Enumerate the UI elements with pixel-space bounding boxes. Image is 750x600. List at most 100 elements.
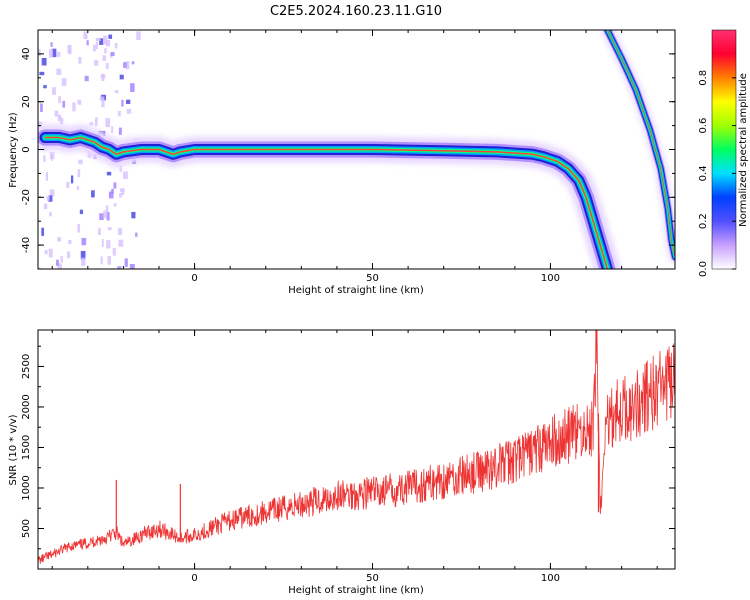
spectrogram-speckle	[98, 228, 101, 236]
spectrogram-speckle	[66, 181, 70, 189]
spectrogram-speckle	[48, 248, 53, 258]
spectrogram-speckle	[77, 224, 81, 233]
spectrogram-speckle	[118, 127, 122, 135]
spectrogram-speckle	[49, 189, 55, 197]
spectrogram-ylabel: Frequency (Hz)	[8, 112, 19, 188]
spectrogram-speckle	[135, 232, 138, 237]
spectrogram-speckle	[61, 78, 67, 86]
spectrogram-ytick-label: 20	[21, 95, 32, 108]
spectrogram-speckle	[103, 35, 108, 45]
spectrogram-speckle	[117, 110, 121, 117]
spectrogram-speckle	[39, 71, 45, 76]
spectrogram-speckle	[43, 155, 46, 163]
spectrogram-speckle	[91, 190, 95, 198]
colorbar-tick-label: 0.8	[698, 70, 709, 86]
spectrogram-speckle	[50, 154, 53, 161]
spectrogram-speckle	[56, 68, 62, 75]
spectrogram-ytick-label: -40	[21, 237, 32, 253]
snr-axes: 0 50 100 500 1000 1500 2000 2500	[21, 330, 675, 584]
spectrogram-speckle	[59, 117, 64, 125]
spectrogram-plot-area	[38, 30, 675, 269]
spectrogram-speckle	[57, 237, 62, 242]
spectrogram-trace-main-layer	[44, 136, 609, 269]
spectrogram-speckle	[94, 60, 99, 66]
spectrogram-speckle	[119, 74, 124, 80]
spectrogram-speckle	[41, 57, 47, 66]
spectrogram-speckle	[131, 61, 135, 65]
spectrogram-speckle	[106, 212, 110, 221]
snr-ytick-label: 2500	[21, 354, 32, 379]
spectrogram-speckle	[111, 126, 114, 133]
spectrogram-speckle	[77, 169, 81, 178]
spectrogram-speckle	[45, 171, 48, 181]
spectrogram-speckle	[76, 185, 80, 190]
snr-xtick-label: 100	[541, 573, 560, 584]
snr-background	[38, 330, 675, 569]
colorbar-tick-label: 0.6	[698, 118, 709, 134]
snr-xtick-label: 0	[191, 573, 197, 584]
spectrogram-speckle	[95, 117, 98, 122]
spectrogram-speckle	[40, 103, 43, 113]
spectrogram-speckle	[57, 114, 62, 122]
spectrogram-speckle	[38, 121, 43, 128]
spectrogram-speckle	[113, 203, 117, 207]
spectrogram-speckle	[131, 211, 136, 219]
spectrogram-speckle	[110, 52, 115, 56]
spectrogram-speckle	[101, 239, 104, 248]
figure-title: C2E5.2024.160.23.11.G10	[270, 4, 442, 19]
spectrogram-xtick-label: 100	[541, 273, 560, 284]
spectrogram-speckle	[105, 205, 109, 212]
spectrogram-speckle	[57, 51, 61, 57]
spectrogram-speckle	[99, 213, 104, 221]
spectrogram-xlabel: Height of straight line (km)	[288, 285, 424, 296]
snr-plot-area	[38, 330, 675, 566]
colorbar: 0.0 0.2 0.4 0.6 0.8 Normalized spectral ampl…	[698, 29, 749, 277]
spectrogram-speckle	[99, 38, 104, 45]
spectrogram-speckle	[57, 263, 62, 269]
spectrogram-speckle	[43, 85, 47, 89]
spectrogram-speckle	[51, 48, 57, 58]
spectrogram-speckle	[49, 211, 52, 217]
spectrogram-speckle	[112, 247, 116, 256]
spectrogram-speckle	[81, 237, 87, 246]
spectrogram-speckle	[114, 42, 118, 49]
colorbar-ticks: 0.0 0.2 0.4 0.6 0.8	[698, 29, 737, 277]
spectrogram-speckle	[123, 62, 127, 68]
snr-xlabel: Height of straight line (km)	[288, 585, 424, 596]
spectrogram-speckle	[66, 251, 71, 259]
spectrogram-ytick-label: -20	[21, 189, 32, 205]
spectrogram-speckle	[95, 37, 101, 42]
spectrogram-speckle	[121, 99, 124, 107]
spectrogram-speckle	[79, 209, 84, 215]
spectrogram-speckle	[89, 122, 94, 126]
snr-ytick-label: 1500	[21, 435, 32, 460]
spectrogram-speckle	[43, 203, 48, 210]
spectrogram-speckle	[101, 98, 105, 108]
spectrogram-speckle	[119, 188, 125, 192]
spectrogram-speckle	[130, 83, 135, 92]
spectrogram-speckle	[103, 210, 108, 219]
spectrogram-speckle	[117, 266, 122, 269]
spectrogram-speckle	[136, 31, 141, 40]
colorbar-label: Normalized spectral amplitude	[738, 73, 749, 227]
spectrogram-speckle	[124, 258, 128, 267]
spectrogram-speckle	[95, 41, 99, 50]
spectrogram-speckle	[108, 191, 114, 199]
colorbar-tick-label: 0.2	[698, 213, 709, 229]
spectrogram-speckle	[41, 227, 45, 236]
spectrogram-speckle	[38, 48, 41, 57]
spectrogram-speckle	[100, 74, 106, 79]
spectrogram-speckle	[86, 40, 89, 46]
spectrogram-xtick-label: 0	[191, 273, 197, 284]
spectrogram-speckle	[80, 251, 86, 260]
spectrogram-speckle	[125, 99, 131, 104]
spectrogram-speckle	[126, 109, 132, 114]
spectrogram-speckle	[122, 171, 128, 179]
spectrogram-trace-secondary-layer	[606, 30, 675, 258]
snr-ytick-label: 2000	[21, 394, 32, 419]
spectrogram-speckle	[113, 182, 117, 189]
snr-xtick-label: 50	[366, 573, 379, 584]
spectrogram-speckle	[50, 42, 53, 47]
snr-ytick-label: 1000	[21, 475, 32, 500]
